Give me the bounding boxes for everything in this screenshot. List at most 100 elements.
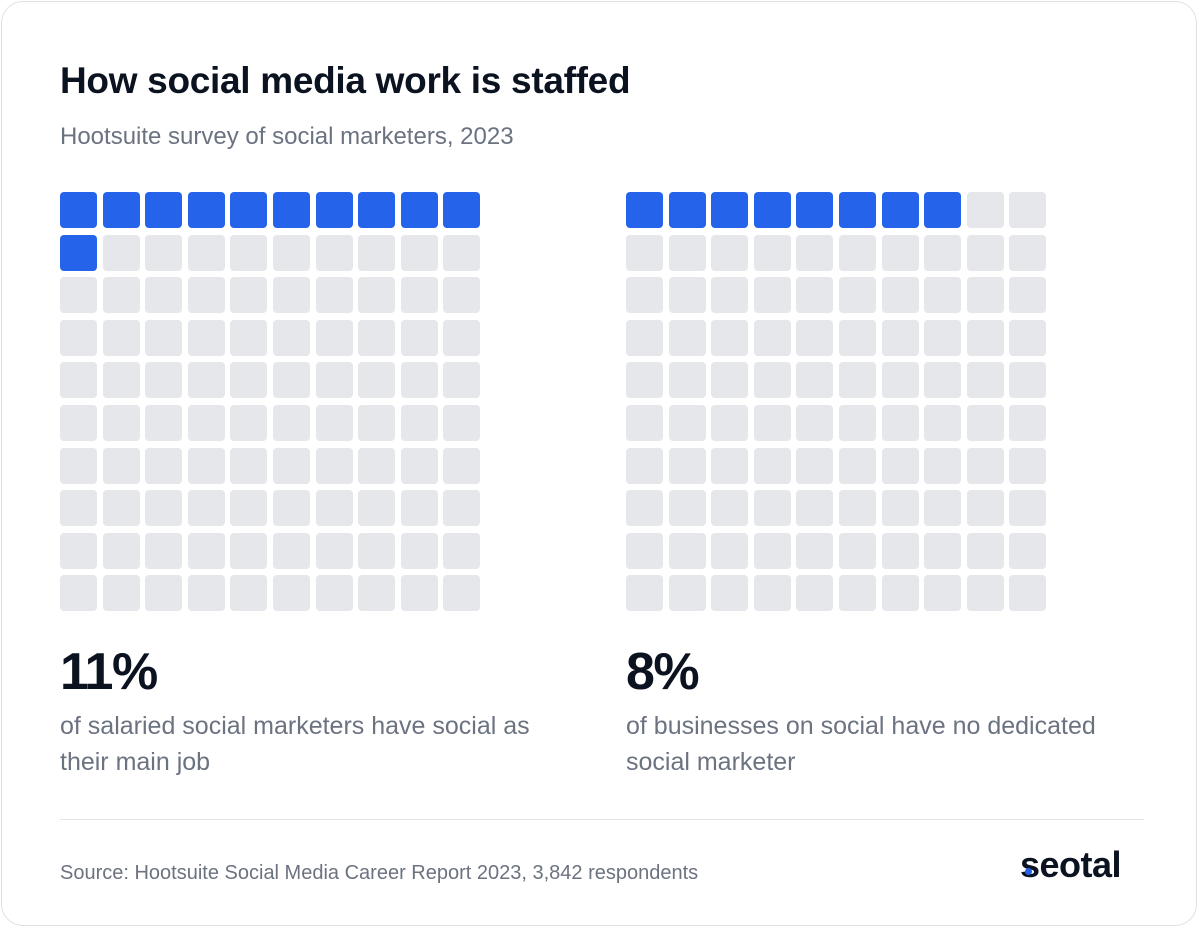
waffle-cell-empty	[443, 490, 480, 526]
waffle-cell-empty	[103, 575, 140, 611]
waffle-cell-empty	[754, 235, 791, 271]
chart-subtitle: Hootsuite survey of social marketers, 20…	[60, 123, 514, 150]
waffle-cell-empty	[60, 277, 97, 313]
waffle-cell-empty	[967, 192, 1004, 228]
waffle-cell-empty	[230, 533, 267, 569]
waffle-cell-empty	[1009, 448, 1046, 484]
waffle-cell-empty	[316, 490, 353, 526]
waffle-cell-empty	[145, 405, 182, 441]
waffle-cell-empty	[669, 277, 706, 313]
waffle-cell-empty	[924, 490, 961, 526]
waffle-cell-filled	[443, 192, 480, 228]
waffle-cell-empty	[273, 575, 310, 611]
waffle-cell-empty	[754, 405, 791, 441]
waffle-cell-empty	[924, 405, 961, 441]
waffle-cell-empty	[103, 533, 140, 569]
waffle-chart-no-dedicated-marketer	[626, 192, 1046, 612]
waffle-cell-empty	[273, 277, 310, 313]
waffle-cell-empty	[711, 362, 748, 398]
waffle-cell-empty	[401, 533, 438, 569]
waffle-cell-filled	[796, 192, 833, 228]
waffle-cell-empty	[401, 235, 438, 271]
waffle-cell-empty	[443, 533, 480, 569]
waffle-cell-empty	[626, 277, 663, 313]
waffle-cell-filled	[60, 235, 97, 271]
waffle-cell-empty	[967, 533, 1004, 569]
waffle-cell-empty	[754, 575, 791, 611]
waffle-cell-filled	[358, 192, 395, 228]
logo-dot-icon	[1025, 868, 1032, 875]
waffle-cell-empty	[103, 448, 140, 484]
waffle-cell-empty	[924, 533, 961, 569]
footer-divider	[60, 819, 1144, 820]
waffle-cell-empty	[273, 320, 310, 356]
stat-value-no-dedicated: 8%	[626, 643, 700, 701]
waffle-cell-empty	[358, 575, 395, 611]
waffle-cell-empty	[711, 575, 748, 611]
waffle-chart-salaried-marketers	[60, 192, 480, 612]
waffle-cell-empty	[358, 533, 395, 569]
waffle-cell-empty	[273, 362, 310, 398]
waffle-cell-empty	[967, 575, 1004, 611]
logo-wordmark: seotal	[1020, 844, 1122, 885]
waffle-cell-empty	[626, 320, 663, 356]
waffle-cell-empty	[188, 575, 225, 611]
waffle-cell-empty	[188, 490, 225, 526]
waffle-cell-empty	[924, 277, 961, 313]
waffle-cell-empty	[669, 235, 706, 271]
waffle-cell-empty	[967, 490, 1004, 526]
waffle-cell-empty	[796, 362, 833, 398]
waffle-cell-empty	[626, 405, 663, 441]
waffle-cell-empty	[188, 448, 225, 484]
waffle-cell-empty	[924, 362, 961, 398]
waffle-cell-empty	[273, 235, 310, 271]
waffle-cell-empty	[103, 235, 140, 271]
waffle-cell-empty	[358, 448, 395, 484]
waffle-cell-empty	[711, 448, 748, 484]
waffle-cell-empty	[796, 320, 833, 356]
waffle-cell-empty	[145, 320, 182, 356]
waffle-cell-empty	[230, 575, 267, 611]
waffle-cell-empty	[669, 448, 706, 484]
waffle-cell-empty	[188, 405, 225, 441]
waffle-cell-empty	[316, 320, 353, 356]
waffle-cell-empty	[967, 405, 1004, 441]
waffle-cell-empty	[839, 533, 876, 569]
waffle-cell-empty	[358, 235, 395, 271]
waffle-cell-empty	[626, 448, 663, 484]
waffle-cell-empty	[669, 575, 706, 611]
waffle-cell-empty	[711, 320, 748, 356]
waffle-cell-empty	[1009, 405, 1046, 441]
waffle-cell-empty	[796, 575, 833, 611]
waffle-cell-empty	[839, 235, 876, 271]
waffle-cell-empty	[358, 490, 395, 526]
waffle-cell-empty	[669, 405, 706, 441]
waffle-cell-filled	[145, 192, 182, 228]
waffle-cell-filled	[188, 192, 225, 228]
waffle-cell-empty	[401, 448, 438, 484]
waffle-cell-empty	[711, 277, 748, 313]
waffle-cell-filled	[882, 192, 919, 228]
waffle-cell-empty	[230, 235, 267, 271]
waffle-cell-empty	[145, 277, 182, 313]
waffle-cell-empty	[145, 490, 182, 526]
waffle-cell-empty	[103, 362, 140, 398]
waffle-cell-empty	[60, 448, 97, 484]
waffle-cell-empty	[1009, 575, 1046, 611]
waffle-cell-empty	[358, 362, 395, 398]
waffle-cell-empty	[145, 448, 182, 484]
waffle-cell-empty	[626, 362, 663, 398]
waffle-cell-empty	[230, 448, 267, 484]
waffle-cell-empty	[316, 575, 353, 611]
waffle-cell-empty	[316, 277, 353, 313]
waffle-cell-empty	[316, 405, 353, 441]
waffle-cell-empty	[1009, 362, 1046, 398]
waffle-cell-empty	[839, 448, 876, 484]
waffle-cell-empty	[626, 575, 663, 611]
waffle-cell-empty	[60, 362, 97, 398]
source-note: Source: Hootsuite Social Media Career Re…	[60, 862, 699, 884]
waffle-cell-empty	[967, 362, 1004, 398]
waffle-cell-empty	[188, 235, 225, 271]
waffle-cell-empty	[443, 448, 480, 484]
waffle-cell-empty	[443, 320, 480, 356]
